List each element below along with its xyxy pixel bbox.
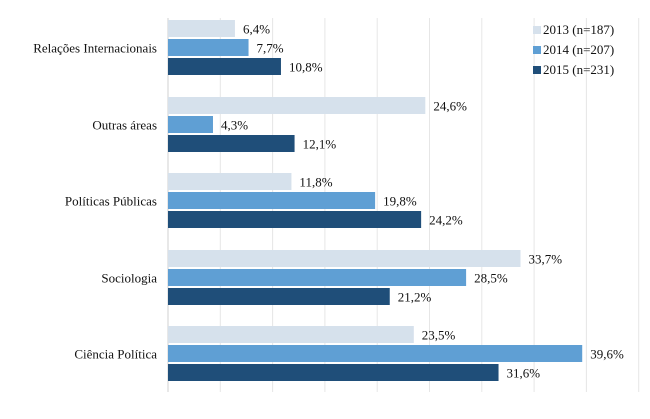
bar [168, 269, 467, 286]
data-label: 4,3% [221, 118, 248, 133]
legend: 2013 (n=187) 2014 (n=207) 2015 (n=231) [533, 22, 614, 77]
data-label: 28,5% [474, 271, 508, 286]
bar [168, 288, 390, 305]
legend-swatch [533, 66, 541, 74]
category-label: Ciência Política [74, 347, 157, 362]
gridlines [167, 18, 640, 392]
data-label: 24,2% [429, 213, 463, 228]
bar [168, 345, 583, 362]
bar [168, 211, 422, 228]
bar [168, 326, 414, 343]
data-label: 39,6% [590, 347, 624, 362]
legend-entry: 2015 (n=231) [543, 62, 614, 77]
data-label: 21,2% [398, 290, 432, 305]
data-label: 7,7% [257, 41, 284, 56]
bars: 6,4% 7,7% 10,8% 24,6% 4,3% 12,1% 11,8% 19,8% 24,… [168, 20, 624, 381]
legend-swatch [533, 46, 541, 54]
bar [168, 250, 521, 267]
bar [168, 39, 249, 56]
bar [168, 364, 499, 381]
data-label: 11,8% [299, 175, 332, 190]
data-label: 19,8% [383, 194, 417, 209]
category-label: Políticas Públicas [65, 194, 157, 209]
bar [168, 116, 213, 133]
bar [168, 97, 426, 114]
category-labels: Relações Internacionais Outras áreas Polít… [33, 41, 157, 362]
legend-swatch [533, 26, 541, 34]
bar [168, 58, 281, 75]
legend-entry: 2013 (n=187) [543, 22, 614, 37]
bar [168, 135, 295, 152]
data-label: 12,1% [303, 137, 337, 152]
data-label: 24,6% [433, 99, 467, 114]
data-label: 31,6% [507, 366, 541, 381]
data-label: 33,7% [529, 252, 563, 267]
data-label: 10,8% [289, 60, 323, 75]
data-label: 23,5% [422, 328, 456, 343]
bar [168, 173, 292, 190]
legend-entry: 2014 (n=207) [543, 42, 614, 57]
category-label: Sociologia [101, 271, 157, 286]
category-label: Outras áreas [92, 118, 157, 133]
bar [168, 20, 235, 37]
category-label: Relações Internacionais [33, 41, 157, 56]
data-label: 6,4% [243, 22, 270, 37]
bar [168, 192, 376, 209]
